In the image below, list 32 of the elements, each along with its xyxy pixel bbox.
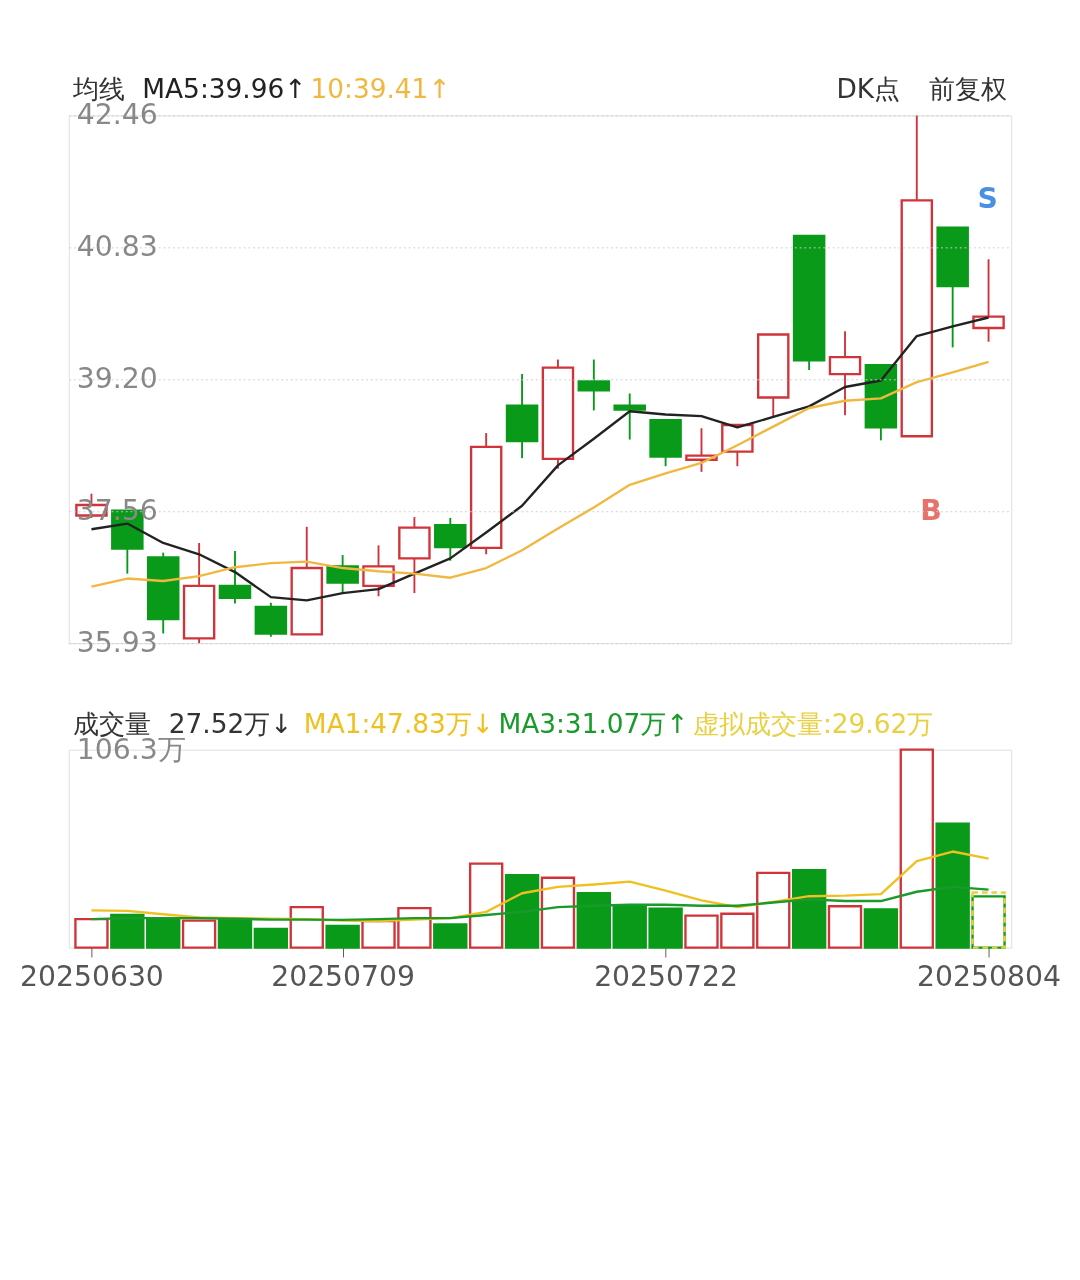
x-tick-label: 20250709 — [271, 959, 416, 993]
bar — [576, 892, 612, 949]
text: DK点 — [836, 74, 900, 105]
annotation: B — [920, 493, 942, 527]
bar — [289, 906, 324, 949]
text: 27.52万↓ — [168, 708, 293, 739]
y-tick-label: 39.20 — [76, 361, 158, 395]
bar — [325, 924, 360, 949]
bar — [74, 917, 109, 949]
bar — [791, 868, 827, 949]
text: 虚拟成交量:29.62万 — [692, 708, 934, 739]
y-tick-label: 35.93 — [76, 626, 158, 660]
x-tick-label: 20250804 — [917, 959, 1061, 993]
text: 前复权 — [929, 74, 1008, 105]
bar — [899, 748, 934, 949]
bar — [433, 923, 468, 949]
x-tick-label: 20250630 — [19, 959, 164, 993]
bar — [504, 873, 540, 949]
text: 10:39.41↑ — [310, 74, 451, 105]
text: MA3:31.07万↑ — [498, 708, 689, 739]
candlestick — [613, 392, 646, 441]
x-tick-label: 20250722 — [594, 959, 738, 993]
y-tick-label: 40.83 — [76, 230, 158, 264]
bar — [468, 862, 504, 949]
bar — [540, 876, 576, 949]
bar — [217, 917, 253, 949]
bar — [181, 919, 217, 949]
bar — [253, 927, 289, 949]
text: MA1:47.83万↓ — [303, 708, 494, 739]
bar — [827, 905, 863, 949]
annotation: S — [977, 182, 998, 216]
bar — [863, 908, 899, 949]
